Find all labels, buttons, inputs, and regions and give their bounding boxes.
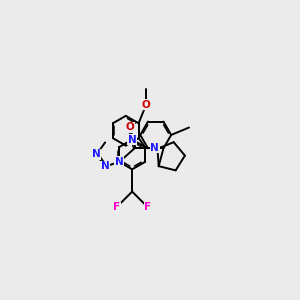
Text: F: F	[113, 202, 120, 212]
Text: N: N	[150, 143, 159, 153]
Text: O: O	[142, 100, 150, 110]
Text: O: O	[126, 122, 134, 133]
Text: N: N	[115, 157, 124, 167]
Text: N: N	[92, 149, 101, 160]
Text: N: N	[128, 135, 136, 145]
Text: N: N	[101, 161, 110, 172]
Text: F: F	[144, 202, 151, 212]
